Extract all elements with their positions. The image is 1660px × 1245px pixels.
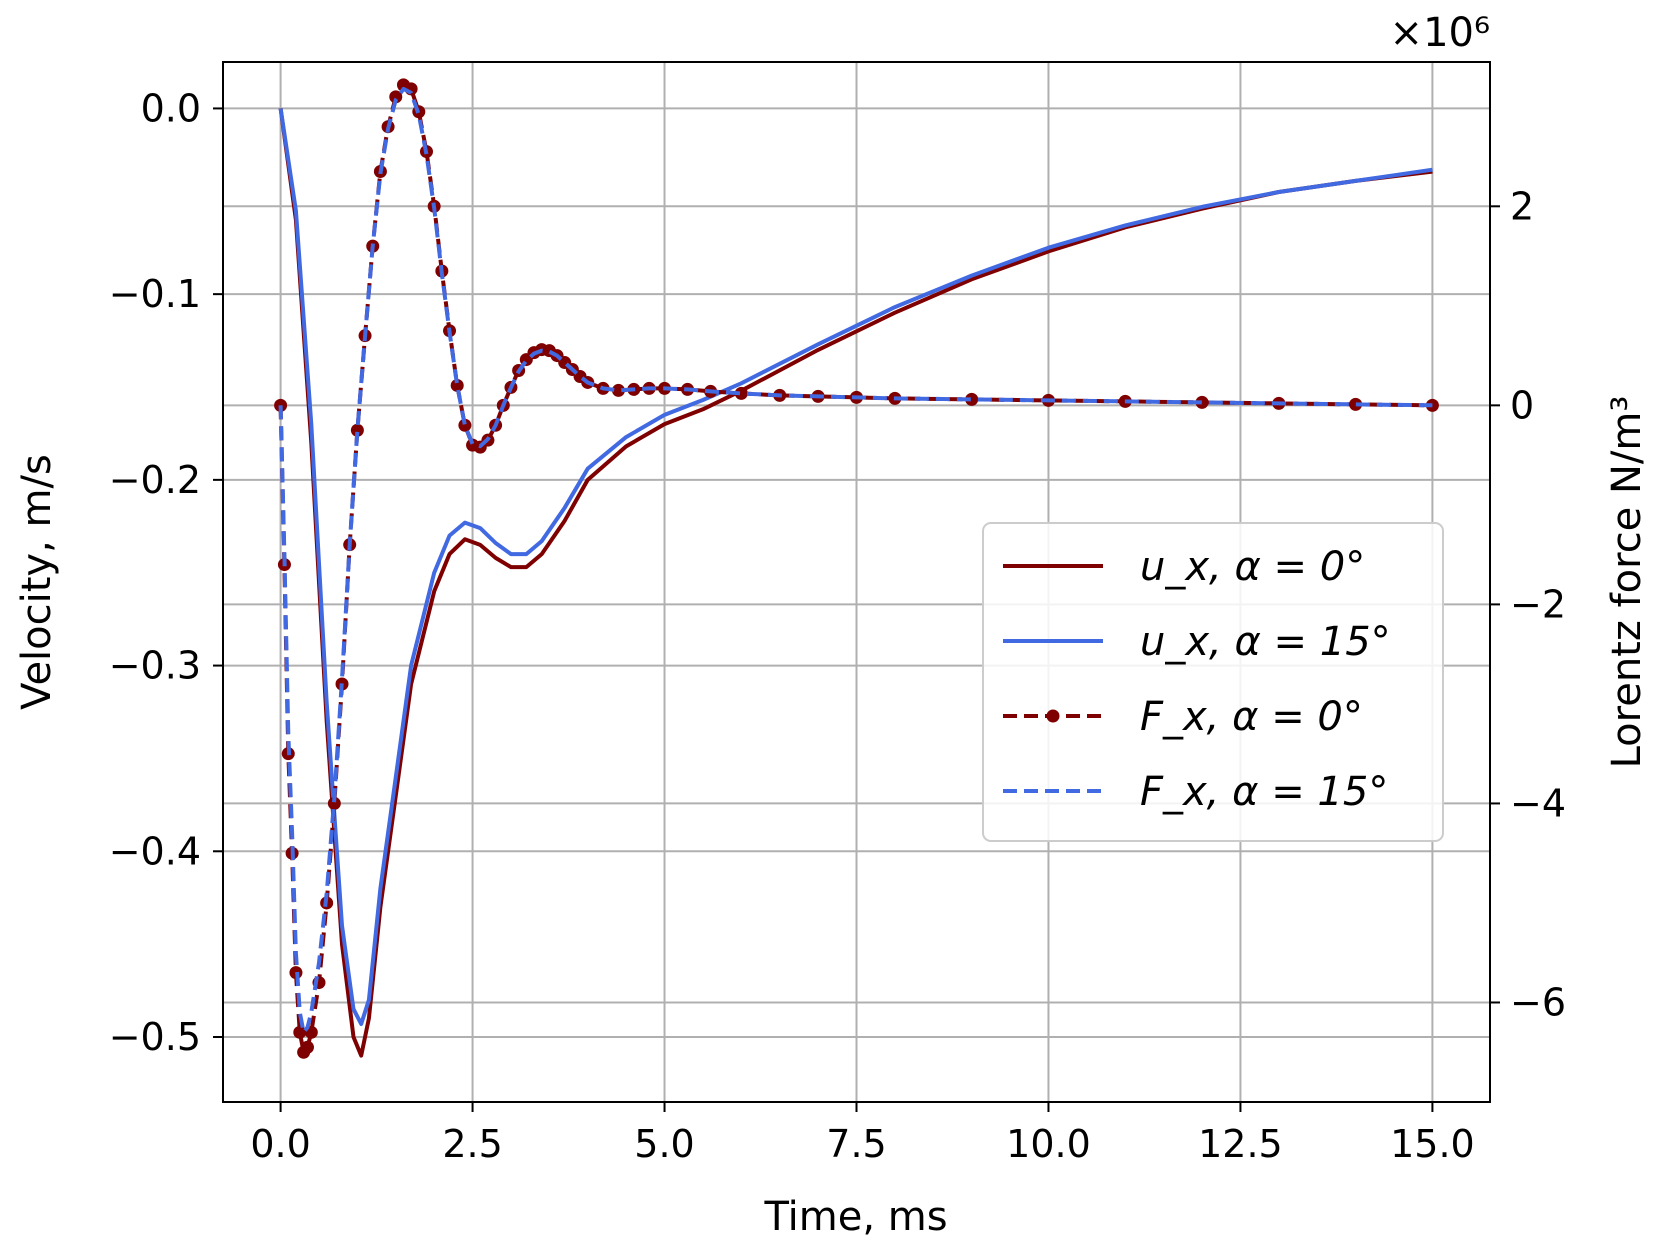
x-tick-label: 12.5 (1198, 1122, 1283, 1166)
series-marker-3 (611, 383, 625, 397)
y2-axis-label: Lorentz force N/m³ (1604, 396, 1650, 769)
series-marker-3 (1349, 397, 1363, 411)
series-line-2 (278, 108, 1433, 1026)
series-marker-3 (450, 378, 464, 392)
legend-label-2: u_x, α = 15° (1140, 619, 1391, 665)
y2-tick-label: −6 (1510, 980, 1566, 1024)
series-marker-3 (1195, 395, 1209, 409)
y-axis-label: Velocity, m/s (14, 454, 60, 710)
series-marker-3 (389, 90, 403, 104)
x-tick-label: 5.0 (634, 1122, 694, 1166)
y-tick-label: 0.0 (141, 86, 201, 130)
legend-label-4: F_x, α = 15° (1140, 769, 1388, 815)
x-axis-label: Time, ms (763, 1194, 947, 1240)
series-marker-3 (458, 418, 472, 432)
y2-multiplier-label: ×10⁶ (1390, 10, 1490, 56)
legend-box (982, 522, 1444, 842)
x-tick-label: 2.5 (442, 1122, 502, 1166)
legend-label-1: u_x, α = 0° (1140, 544, 1365, 590)
legend: u_x, α = 0° u_x, α = 15° F_x, α = 0° F_x, α… (982, 522, 1444, 842)
legend-marker-3 (1046, 709, 1060, 723)
y-tick-label: −0.1 (109, 272, 201, 316)
series-marker-3 (1425, 398, 1439, 412)
series-marker-3 (293, 1025, 307, 1039)
y-tick-label: −0.2 (109, 458, 201, 502)
series-marker-3 (350, 423, 364, 437)
y-tick-label: −0.4 (109, 829, 201, 873)
series-marker-3 (327, 796, 341, 810)
x-tick-label: 7.5 (826, 1122, 886, 1166)
legend-label-3: F_x, α = 0° (1140, 694, 1363, 740)
axis-ticks: 0.0 2.5 5.0 7.5 10.0 12.5 15.0 0.0 −0.1 −0.2 −0.3 −… (109, 86, 1566, 1166)
x-tick-label: 10.0 (1006, 1122, 1091, 1166)
series-line-4 (278, 86, 1433, 1035)
series-group (274, 78, 1439, 1059)
y2-tick-label: 0 (1510, 383, 1534, 427)
y2-tick-label: −4 (1510, 781, 1566, 825)
series-line-1 (278, 108, 1433, 1058)
y2-tick-label: 2 (1510, 184, 1534, 228)
x-tick-label: 0.0 (250, 1122, 310, 1166)
y2-tick-label: −2 (1510, 582, 1566, 626)
y-tick-label: −0.3 (109, 644, 201, 688)
y-tick-label: −0.5 (109, 1015, 201, 1059)
series-marker-3 (734, 386, 748, 400)
x-tick-label: 15.0 (1390, 1122, 1475, 1166)
series-marker-3 (300, 1040, 314, 1054)
series-marker-3 (965, 392, 979, 406)
